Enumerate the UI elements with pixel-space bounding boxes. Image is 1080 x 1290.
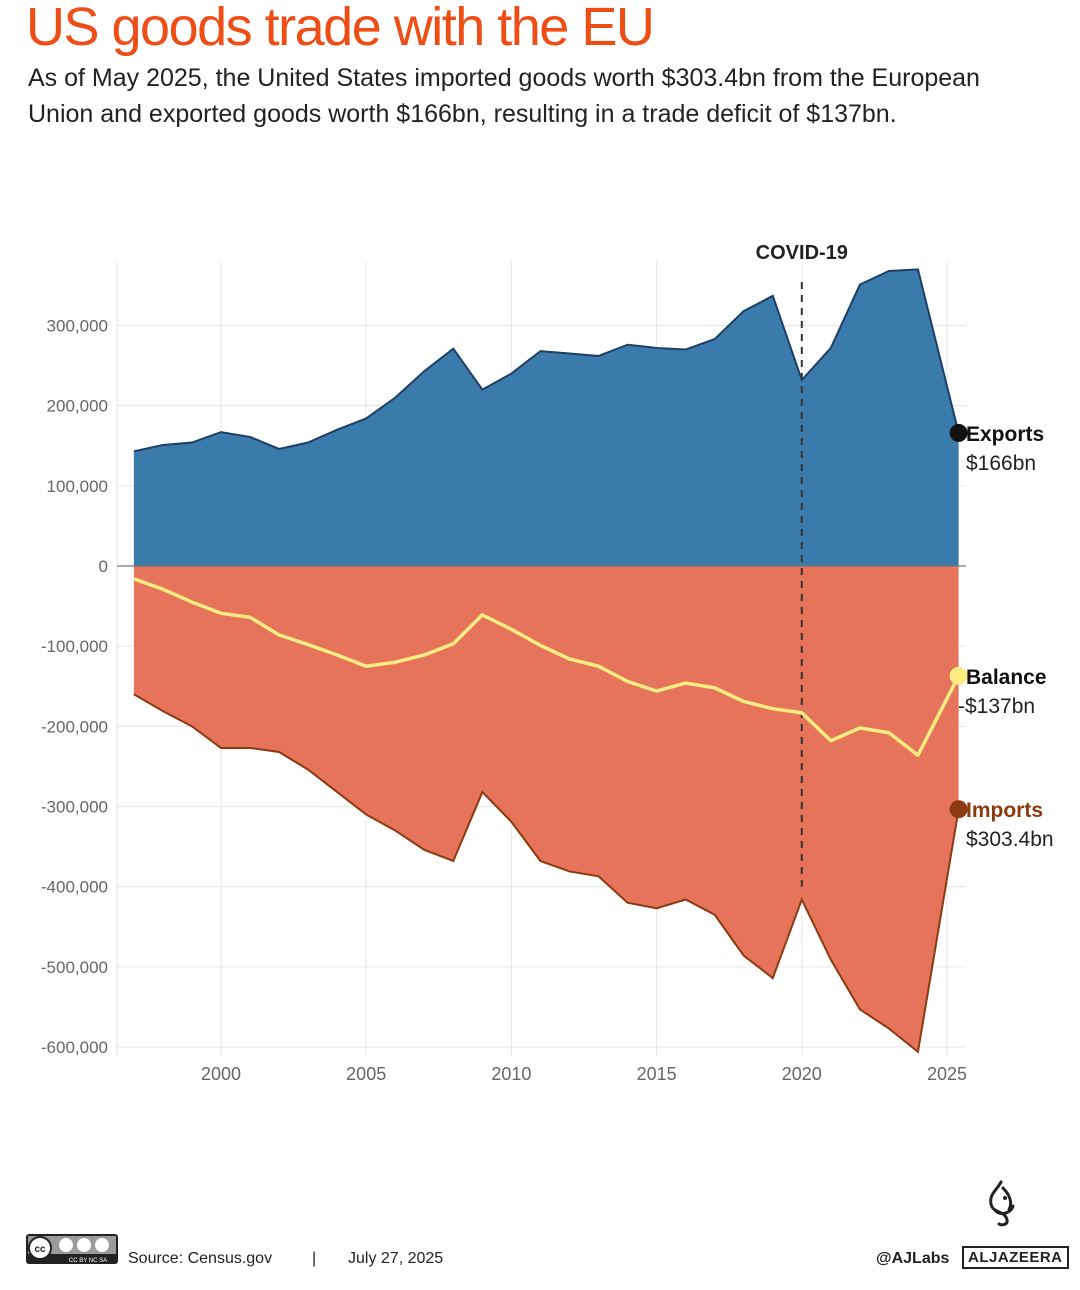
publish-date: July 27, 2025 [348,1250,444,1267]
y-axis: 300,000 200,000 100,000 0 -100,000 -200,000 -3… [41,316,108,1057]
x-axis: 2000 2005 2010 2015 2020 2025 [201,1064,967,1084]
imports-line [133,693,960,1054]
imports-value-label: $303.4bn [966,828,1054,851]
footer-separator: | [312,1250,317,1267]
y-tick-label: 0 [99,557,108,576]
svg-text:cc: cc [34,1244,46,1255]
x-tick-label: 2000 [201,1064,241,1084]
balance-end-marker[interactable] [949,666,968,685]
y-tick-label: -300,000 [41,798,108,817]
balance-line [133,577,961,757]
trade-area-chart: COVID-19 300,000 200,000 100,000 0 -100,000 -… [41,242,1054,1084]
imports-area [133,566,959,1052]
exports-end-marker[interactable] [949,423,968,442]
x-tick-label: 2005 [346,1064,386,1084]
chart-title: US goods trade with the EU [26,0,655,57]
balance-value-label: -$137bn [958,695,1035,718]
source-credit: Source: Census.gov [128,1250,273,1267]
license-badge-text: CC BY NC SA [69,1258,107,1264]
x-tick-label: 2010 [491,1064,531,1084]
imports-label: Imports [966,799,1043,822]
x-tick-label: 2020 [782,1064,822,1084]
covid-label: COVID-19 [756,242,848,264]
y-tick-label: 200,000 [47,397,108,416]
y-tick-label: -200,000 [41,717,108,736]
y-tick-label: -400,000 [41,878,108,897]
chart-subtitle: As of May 2025, the United States import… [28,64,980,128]
x-tick-label: 2015 [637,1064,677,1084]
exports-area [133,269,959,566]
cc-license-badge[interactable]: cc CC BY NC SA [26,1234,118,1264]
y-tick-label: 300,000 [47,316,108,335]
y-tick-label: -500,000 [41,958,108,977]
x-tick-label: 2025 [927,1064,967,1084]
imports-end-marker[interactable] [949,800,968,819]
area-layer [133,269,959,1052]
y-tick-label: -100,000 [41,637,108,656]
balance-label: Balance [966,666,1047,689]
end-labels: Exports $166bn Balance -$137bn Imports $303.4… [949,423,1054,851]
aljazeera-logo[interactable]: ALJAZEERA [962,1246,1069,1269]
y-tick-label: -600,000 [41,1038,108,1057]
exports-line [133,268,960,453]
covid-annotation: COVID-19 [756,242,848,887]
footer: cc CC BY NC SA Source: Census.gov | July… [0,1180,1080,1290]
aljazeera-calligraphy-icon [989,1180,1015,1227]
y-tick-label: 100,000 [47,477,108,496]
series-lines [133,268,961,1054]
exports-label: Exports [966,423,1044,446]
ajlabs-handle[interactable]: @AJLabs [876,1250,950,1267]
exports-value-label: $166bn [966,452,1036,475]
